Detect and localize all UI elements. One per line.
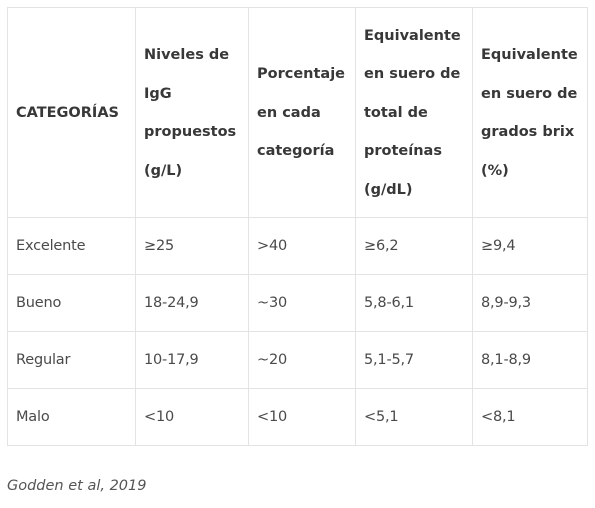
table-row: Excelente ≥25 >40 ≥6,2 ≥9,4	[7, 217, 588, 275]
cell-percentage: >40	[248, 217, 356, 275]
table-row: Bueno 18-24,9 ~30 5,8-6,1 8,9-9,3	[7, 274, 588, 332]
cell-igg: <10	[135, 388, 249, 446]
cell-percentage: <10	[248, 388, 356, 446]
table-row: Regular 10-17,9 ~20 5,1-5,7 8,1-8,9	[7, 331, 588, 389]
cell-brix: 8,9-9,3	[472, 274, 588, 332]
header-categorias: CATEGORÍAS	[7, 7, 136, 218]
cell-igg: 18-24,9	[135, 274, 249, 332]
igg-categories-table: CATEGORÍAS Niveles de IgG propuestos (g/…	[7, 7, 588, 446]
cell-protein: 5,1-5,7	[355, 331, 473, 389]
table-row: Malo <10 <10 <5,1 <8,1	[7, 388, 588, 446]
cell-brix: ≥9,4	[472, 217, 588, 275]
cell-brix: 8,1-8,9	[472, 331, 588, 389]
table-header-row: CATEGORÍAS Niveles de IgG propuestos (g/…	[7, 7, 588, 218]
source-citation: Godden et al, 2019	[7, 478, 147, 494]
cell-percentage: ~30	[248, 274, 356, 332]
cell-percentage: ~20	[248, 331, 356, 389]
cell-brix: <8,1	[472, 388, 588, 446]
header-proteinas: Equivalente en suero de total de proteín…	[355, 7, 473, 218]
cell-protein: <5,1	[355, 388, 473, 446]
cell-igg: 10-17,9	[135, 331, 249, 389]
cell-protein: ≥6,2	[355, 217, 473, 275]
cell-category: Excelente	[7, 217, 136, 275]
cell-category: Bueno	[7, 274, 136, 332]
cell-category: Regular	[7, 331, 136, 389]
cell-igg: ≥25	[135, 217, 249, 275]
header-brix: Equivalente en suero de grados brix (%)	[472, 7, 588, 218]
header-porcentaje: Porcentaje en cada categoría	[248, 7, 356, 218]
cell-category: Malo	[7, 388, 136, 446]
cell-protein: 5,8-6,1	[355, 274, 473, 332]
header-niveles-igg: Niveles de IgG propuestos (g/L)	[135, 7, 249, 218]
